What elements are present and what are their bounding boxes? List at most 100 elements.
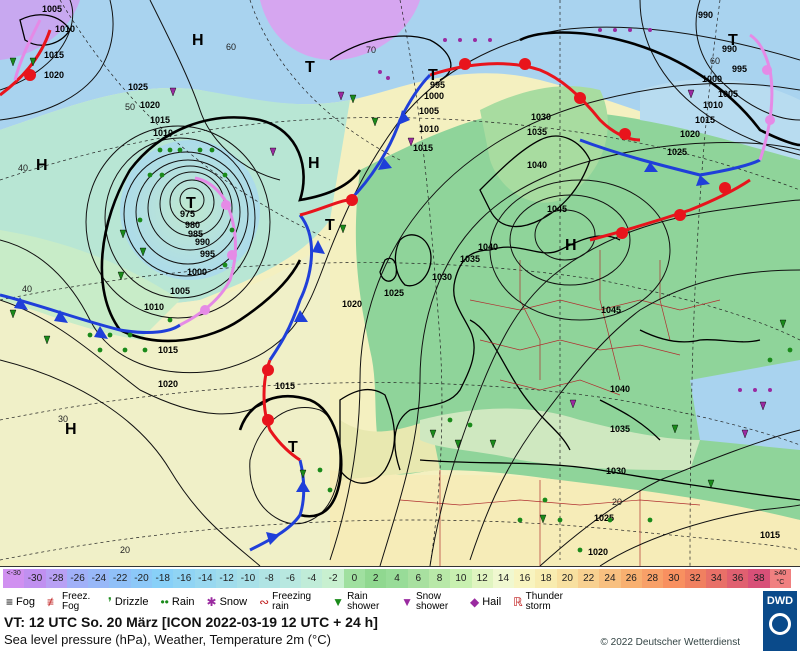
temperature-scale: <-30 -30 -28 -26 -24 -22 -20 -18 -16 -14 -12 -10 -8-… xyxy=(3,569,791,588)
isobar-label: 1015 xyxy=(695,115,715,125)
scale-cell: -28 xyxy=(45,569,67,588)
scale-cell: 38 xyxy=(748,569,770,588)
russia-cold xyxy=(690,360,800,450)
scale-cell: -22 xyxy=(109,569,131,588)
lat-label: 50 xyxy=(125,102,135,112)
isobar-label: 1030 xyxy=(531,112,551,122)
high-center: H xyxy=(308,155,320,172)
isobar-label: 1040 xyxy=(478,242,498,252)
isobar-1013 xyxy=(100,31,800,518)
scale-cell: 0 xyxy=(343,569,366,588)
isobar-label: 1035 xyxy=(460,254,480,264)
scale-cell: -10 xyxy=(237,569,259,588)
legend-drizzle: ❜ Drizzle xyxy=(107,595,149,609)
isobar-label: 1030 xyxy=(432,272,452,282)
isobar-label: 1015 xyxy=(275,381,295,391)
isobar-label: 1000 xyxy=(424,91,444,101)
scale-cell: -18 xyxy=(152,569,174,588)
snow-shower-icon: ▼ xyxy=(401,595,413,609)
isobar-label: 990 xyxy=(195,237,210,247)
warm-front xyxy=(0,29,751,462)
scale-cell: 4 xyxy=(386,569,408,588)
legend-fog: ≡ Fog xyxy=(6,595,35,609)
ocean-band xyxy=(0,230,180,340)
isobar-label: 995 xyxy=(200,249,215,259)
low-center: T xyxy=(288,439,298,456)
north-africa xyxy=(330,470,800,566)
scale-cell: 14 xyxy=(492,569,515,588)
scale-cell: ≥40 °C xyxy=(769,569,791,588)
low-center: T xyxy=(325,217,335,234)
copyright: © 2022 Deutscher Wetterdienst xyxy=(600,637,740,648)
isobar-label: 980 xyxy=(185,220,200,230)
isobar-label: 1015 xyxy=(158,345,178,355)
chart-description: Sea level pressure (hPa), Weather, Tempe… xyxy=(4,632,331,647)
weather-legend: ≡ Fog ≢ Freez. Fog ❜ Drizzle •• Rain ✱ Snow ∾… xyxy=(4,591,582,613)
dwd-swirl-icon xyxy=(769,613,791,635)
scale-cell: 20 xyxy=(556,569,579,588)
coastlines xyxy=(19,14,800,501)
cold-front xyxy=(0,73,761,552)
legend-panel: <-30 -30 -28 -26 -24 -22 -20 -18 -16 -14 -12 -10 -8-… xyxy=(0,566,800,654)
low-center: T xyxy=(428,67,438,84)
isobar-label: 1020 xyxy=(588,547,608,557)
weather-symbols xyxy=(9,28,793,553)
isobar-label: 1015 xyxy=(150,115,170,125)
legend-snow-shower: ▼ Snow shower xyxy=(401,591,449,612)
scale-cell: -24 xyxy=(88,569,110,588)
legend-rain-shower: ▼ Rain shower xyxy=(332,591,380,612)
lat-label: 40 xyxy=(22,284,32,294)
lat-label: 40 xyxy=(18,163,28,173)
lat-label: 70 xyxy=(366,45,376,55)
isobar-label: 1030 xyxy=(606,466,626,476)
scale-cell: 8 xyxy=(428,569,451,588)
isobar-label: 1005 xyxy=(170,286,190,296)
lat-label: 30 xyxy=(58,414,68,424)
scale-cell: 22 xyxy=(578,569,600,588)
scale-cell: 10 xyxy=(450,569,472,588)
isobar-label: 990 xyxy=(698,10,713,20)
occluded-front xyxy=(13,19,775,327)
isobar-label: 1025 xyxy=(594,513,614,523)
very-cold-region-west xyxy=(0,0,80,60)
scale-cell: -8 xyxy=(258,569,280,588)
isobar-label: 1015 xyxy=(413,143,433,153)
isobar-label: 1035 xyxy=(610,424,630,434)
scandinavia-land xyxy=(480,86,608,203)
valid-time: VT: 12 UTC So. 20 März [ICON 2022-03-19 … xyxy=(4,614,378,630)
low-center: T xyxy=(186,195,196,212)
lat-labels: 60 50 40 40 30 20 70 60 20 xyxy=(18,42,720,555)
isobar-label: 1005 xyxy=(42,4,62,14)
high-center: H xyxy=(565,237,577,254)
isobar-label: 1010 xyxy=(55,24,75,34)
scale-cell: -2 xyxy=(322,569,344,588)
scale-cell: 34 xyxy=(705,569,728,588)
rain-icon: •• xyxy=(160,595,169,609)
low-center: T xyxy=(728,32,738,49)
freezing-rain-icon: ∾ xyxy=(259,595,270,609)
hail-icon: ◆ xyxy=(469,595,480,609)
isobar-label: 990 xyxy=(722,44,737,54)
isobar-label: 1025 xyxy=(128,82,148,92)
isobar-label: 1025 xyxy=(384,288,404,298)
scale-cell: -30 xyxy=(24,569,46,588)
scale-cell: -14 xyxy=(194,569,216,588)
isobar-label: 1010 xyxy=(703,100,723,110)
isobar-label: 1025 xyxy=(667,147,687,157)
isobar-label: 1035 xyxy=(527,127,547,137)
isobar-labels: 1005 1010 1015 1020 1025 1020 1015 1010 … xyxy=(42,4,780,557)
isobar-label: 995 xyxy=(430,80,445,90)
scale-cell: -4 xyxy=(301,569,323,588)
scale-cell: 24 xyxy=(599,569,621,588)
scale-cell: 2 xyxy=(365,569,387,588)
scale-cell: 6 xyxy=(407,569,429,588)
legend-rain: •• Rain xyxy=(160,595,195,609)
isobar-label: 1015 xyxy=(44,50,64,60)
isobar-label: 1010 xyxy=(153,128,173,138)
isobar-label: 1005 xyxy=(718,89,738,99)
legend-snow: ✱ Snow xyxy=(206,595,248,609)
isobar-label: 975 xyxy=(180,209,195,219)
lat-label: 20 xyxy=(120,545,130,555)
isobar-label: 1000 xyxy=(187,267,207,277)
lat-label: 60 xyxy=(710,56,720,66)
